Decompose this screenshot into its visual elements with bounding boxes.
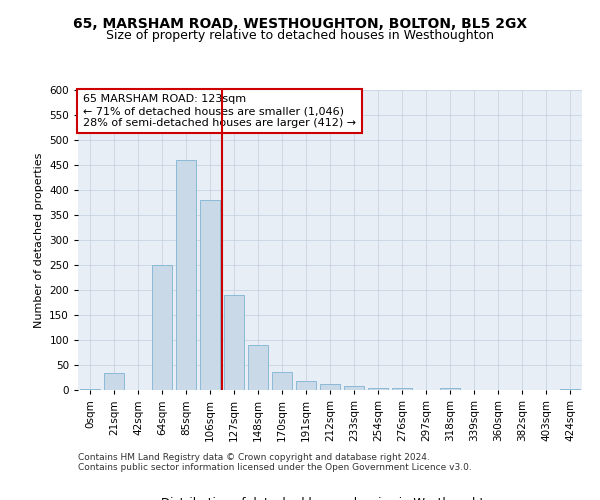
Bar: [272, 372, 292, 390]
Bar: [368, 388, 388, 390]
Bar: [560, 389, 580, 390]
Bar: [344, 386, 364, 390]
X-axis label: Distribution of detached houses by size in Westhoughton: Distribution of detached houses by size …: [161, 496, 499, 500]
Text: Size of property relative to detached houses in Westhoughton: Size of property relative to detached ho…: [106, 29, 494, 42]
Text: 65 MARSHAM ROAD: 123sqm
← 71% of detached houses are smaller (1,046)
28% of semi: 65 MARSHAM ROAD: 123sqm ← 71% of detache…: [83, 94, 356, 128]
Text: 65, MARSHAM ROAD, WESTHOUGHTON, BOLTON, BL5 2GX: 65, MARSHAM ROAD, WESTHOUGHTON, BOLTON, …: [73, 18, 527, 32]
Bar: [392, 388, 412, 390]
Bar: [104, 372, 124, 390]
Bar: [152, 265, 172, 390]
Bar: [224, 295, 244, 390]
Y-axis label: Number of detached properties: Number of detached properties: [34, 152, 44, 328]
Text: Contains HM Land Registry data © Crown copyright and database right 2024.: Contains HM Land Registry data © Crown c…: [78, 454, 430, 462]
Bar: [320, 384, 340, 390]
Text: Contains public sector information licensed under the Open Government Licence v3: Contains public sector information licen…: [78, 464, 472, 472]
Bar: [176, 160, 196, 390]
Bar: [248, 345, 268, 390]
Bar: [200, 200, 220, 390]
Bar: [80, 389, 100, 390]
Bar: [296, 381, 316, 390]
Bar: [440, 388, 460, 390]
